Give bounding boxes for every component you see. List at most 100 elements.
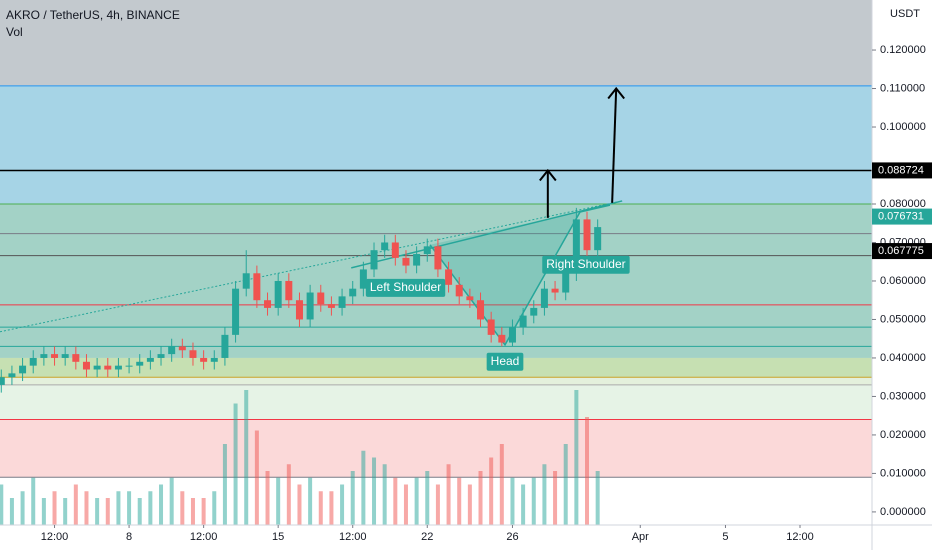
candle-body xyxy=(232,288,240,335)
volume-bar xyxy=(393,477,398,525)
x-tick-label: 12:00 xyxy=(339,531,367,543)
candle-body xyxy=(562,273,570,293)
zone xyxy=(0,85,872,204)
zone xyxy=(0,0,872,86)
candle-body xyxy=(498,334,506,343)
zone xyxy=(0,419,872,478)
y-tick-label: 0.080000 xyxy=(880,198,926,210)
volume-bar xyxy=(137,498,142,525)
volume-bar xyxy=(222,444,227,525)
volume-bar xyxy=(457,477,462,525)
x-tick-label: 26 xyxy=(506,531,518,543)
annotation-label: Head xyxy=(491,354,520,368)
x-tick-label: 12:00 xyxy=(786,531,814,543)
volume-bar xyxy=(308,477,313,525)
currency-label: USDT xyxy=(890,8,920,20)
candle-body xyxy=(168,346,176,355)
annotation-label: Left Shoulder xyxy=(370,280,441,294)
volume-bar xyxy=(9,498,14,525)
candle-body xyxy=(306,292,314,320)
annotation-box xyxy=(542,255,630,274)
candle-body xyxy=(583,219,591,251)
volume-bar xyxy=(340,484,345,525)
chart-title: AKRO / TetherUS, 4h, BINANCE xyxy=(6,8,180,22)
volume-bar xyxy=(244,390,249,525)
volume-bar xyxy=(318,491,323,525)
candle-body xyxy=(242,273,250,289)
candle-body xyxy=(51,354,59,358)
price-tag xyxy=(872,208,932,225)
candle-body xyxy=(530,307,538,316)
volume-bar xyxy=(127,491,132,525)
candle-body xyxy=(445,269,453,285)
volume-bar xyxy=(180,491,185,525)
candle-body xyxy=(93,365,101,370)
candle-body xyxy=(317,292,325,305)
volume-bar xyxy=(553,471,558,525)
y-tick-label: 0.120000 xyxy=(880,44,926,56)
y-tick-label: 0.060000 xyxy=(880,275,926,287)
candle-body xyxy=(519,315,527,328)
annotation-box xyxy=(486,352,524,371)
volume-bar xyxy=(361,450,366,525)
volume-bar xyxy=(446,464,451,525)
volume-bar xyxy=(190,498,195,525)
volume-bar xyxy=(286,464,291,525)
price-tag xyxy=(872,162,932,179)
annotation-label: Right Shoulder xyxy=(546,257,625,271)
volume-bar xyxy=(84,491,89,525)
pattern-fill xyxy=(430,205,611,345)
candle-body xyxy=(157,354,165,358)
x-tick-label: 12:00 xyxy=(41,531,69,543)
candle-body xyxy=(104,365,112,370)
plot-area: Left Shoulder Head Right Shoulder xyxy=(0,0,872,525)
zone xyxy=(0,357,872,378)
volume-bar xyxy=(254,430,259,525)
candle-body xyxy=(338,296,346,308)
annotation-box xyxy=(365,278,446,297)
volume-bar xyxy=(201,498,206,525)
x-tick-label: 22 xyxy=(421,531,433,543)
candle-body xyxy=(29,357,37,366)
volume-bar xyxy=(233,403,238,525)
candle-body xyxy=(285,280,293,301)
candle-body xyxy=(114,365,122,370)
y-tick-label: 0.050000 xyxy=(880,313,926,325)
volume-bar xyxy=(297,484,302,525)
volume-bar xyxy=(574,390,579,525)
candle-body xyxy=(359,269,367,289)
volume-bar xyxy=(105,498,110,525)
candle-body xyxy=(381,242,389,251)
candle-body xyxy=(455,284,463,297)
volume-bar xyxy=(414,477,419,525)
trendline xyxy=(0,200,623,333)
volume-bar xyxy=(435,484,440,525)
zone xyxy=(0,377,872,385)
candle-body xyxy=(434,246,442,270)
candle-body xyxy=(594,227,602,251)
candle-body xyxy=(402,257,410,266)
candle-body xyxy=(274,280,282,308)
volume-bar xyxy=(595,471,600,525)
candle-body xyxy=(221,334,229,358)
volume-bar xyxy=(95,498,100,525)
volume-bar xyxy=(169,477,174,525)
candle-body xyxy=(487,319,495,335)
candle-body xyxy=(189,350,197,358)
volume-bar xyxy=(563,444,568,525)
candle-body xyxy=(264,300,272,308)
volume-bar xyxy=(116,491,121,525)
candle-body xyxy=(136,361,144,366)
chart-subtitle: Vol xyxy=(6,25,23,39)
candle-body xyxy=(423,246,431,255)
y-tick-label: 0.010000 xyxy=(880,467,926,479)
x-tick-label: 15 xyxy=(272,531,284,543)
y-tick-label: 0.040000 xyxy=(880,352,926,364)
arrow-head xyxy=(539,168,557,182)
candle-body xyxy=(295,300,303,320)
candle-body xyxy=(82,361,90,370)
volume-bar xyxy=(276,477,281,525)
x-tick-label: 8 xyxy=(126,531,132,543)
candle-body xyxy=(349,288,357,297)
